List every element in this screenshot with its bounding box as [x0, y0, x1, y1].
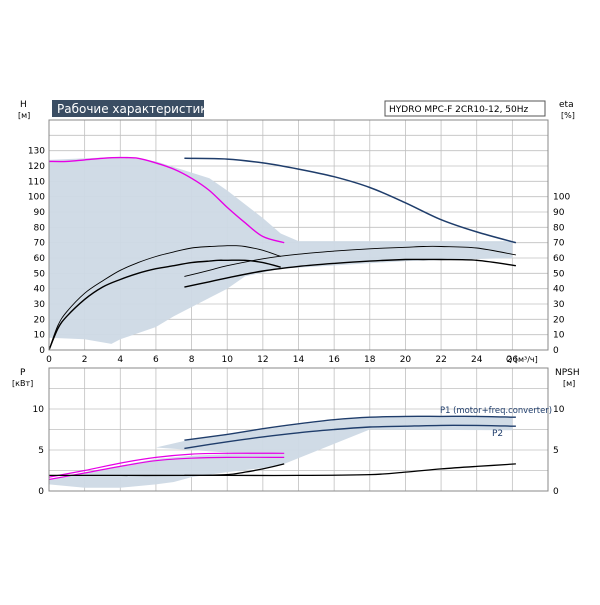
y2-tick-label: 0	[553, 346, 559, 356]
series-line-npsh	[184, 463, 516, 477]
power-region	[49, 416, 513, 488]
chart-subtitle: HYDRO MPC-F 2CR10-12, 50Hz	[389, 105, 529, 115]
y-axis-tick-labels: 0 10 20 30 40 50 60 70 80 90 100 110 120 130	[28, 147, 45, 356]
y-tick-label: 30	[34, 300, 46, 310]
y-tick-label: 90	[34, 208, 46, 218]
p-tick-label: 5	[38, 446, 44, 456]
y2-tick-label: 70	[553, 239, 565, 249]
npsh-axis-label: NPSH	[555, 368, 580, 378]
series-line-head-max	[184, 157, 517, 244]
series-line-p1-single	[48, 452, 285, 478]
series-line-eta	[184, 245, 516, 277]
y2-axis-tick-labels: 0 10 20 30 40 50 60 70 80 90 100	[553, 193, 570, 356]
x-tick-label: 0	[46, 355, 52, 365]
y-tick-label: 70	[34, 239, 46, 249]
y2-tick-label: 60	[553, 254, 565, 264]
x-tick-label: 22	[435, 355, 446, 365]
series-line-head-single	[48, 156, 285, 244]
chart-subtitle-box	[384, 100, 546, 117]
series-line-p-max	[184, 424, 516, 450]
p1-series-label: P1 (motor+freq.converter)	[440, 406, 552, 416]
x-tick-label: 24	[471, 355, 483, 365]
x-tick-label: 10	[221, 355, 233, 365]
series-line-eta	[184, 258, 516, 288]
x-tick-label: 20	[400, 355, 412, 365]
y-tick-label: 40	[34, 285, 46, 295]
x-axis-label: Q [м³/ч]	[506, 355, 538, 364]
y-tick-label: 120	[28, 162, 45, 172]
y-tick-label: 110	[28, 177, 45, 187]
npsh-axis-tick-labels: 0 5 10	[553, 405, 565, 497]
y-tick-label: 10	[34, 331, 46, 341]
y2-tick-label: 80	[553, 223, 565, 233]
y2-tick-label: 90	[553, 208, 565, 218]
y-tick-label: 20	[34, 315, 46, 325]
power-series	[48, 415, 516, 481]
npsh-tick-label: 5	[553, 446, 559, 456]
series-line-eta	[48, 259, 281, 351]
x-tick-label: 12	[257, 355, 268, 365]
y2-tick-label: 100	[553, 193, 570, 203]
npsh-axis-unit: [м]	[563, 379, 575, 388]
y-tick-label: 100	[28, 193, 45, 203]
x-tick-label: 2	[82, 355, 88, 365]
chart-title-box	[52, 100, 204, 117]
series-line-p1-single	[48, 456, 285, 481]
power-panel: 0 5 10 0 5 10 P [кВт] NPSH [м] P1 (motor+fre…	[12, 367, 580, 497]
x-tick-label: 4	[117, 355, 123, 365]
p-tick-label: 10	[33, 405, 45, 415]
p-tick-label: 0	[38, 487, 44, 497]
operating-region	[49, 156, 513, 344]
head-plot-border	[48, 119, 549, 351]
y2-tick-label: 20	[553, 315, 565, 325]
y-tick-label: 130	[28, 147, 45, 157]
y-tick-label: 0	[39, 346, 45, 356]
x-tick-label: 8	[189, 355, 195, 365]
y2-tick-label: 30	[553, 300, 565, 310]
x-axis-tick-labels: 0 2 4 6 8 10 12 14 16 18 20 22 24 26	[46, 355, 518, 365]
y-tick-label: 50	[34, 269, 46, 279]
series-line-eta	[48, 245, 281, 351]
y2-axis-label: eta	[559, 100, 574, 110]
chart-title: Рабочие характеристики	[57, 102, 215, 116]
x-tick-label: 16	[328, 355, 340, 365]
npsh-tick-label: 0	[553, 487, 559, 497]
series-line-npsh	[49, 463, 285, 477]
y-axis-label: H	[20, 100, 27, 110]
y-axis-unit: [м]	[18, 111, 30, 120]
npsh-tick-label: 10	[553, 405, 565, 415]
head-series	[48, 156, 517, 351]
head-panel: 0 2 4 6 8 10 12 14 16 18 20 22 24 26 0102030405060708…	[18, 100, 575, 365]
y2-tick-label: 40	[553, 285, 565, 295]
p-axis-tick-labels: 0 5 10	[33, 405, 45, 497]
x-tick-label: 18	[364, 355, 376, 365]
p2-series-label: P2	[492, 429, 503, 439]
series-line-p-max	[184, 415, 516, 441]
y-tick-label: 80	[34, 223, 46, 233]
y2-tick-label: 50	[553, 269, 565, 279]
x-tick-label: 14	[293, 355, 305, 365]
y2-tick-label: 10	[553, 331, 565, 341]
p-axis-label: P	[20, 368, 26, 378]
y-tick-label: 60	[34, 254, 46, 264]
x-tick-label: 26	[507, 355, 519, 365]
y2-axis-unit: [%]	[561, 111, 575, 120]
x-tick-label: 6	[153, 355, 159, 365]
power-plot-border	[48, 367, 549, 492]
p-axis-unit: [кВт]	[12, 379, 33, 388]
